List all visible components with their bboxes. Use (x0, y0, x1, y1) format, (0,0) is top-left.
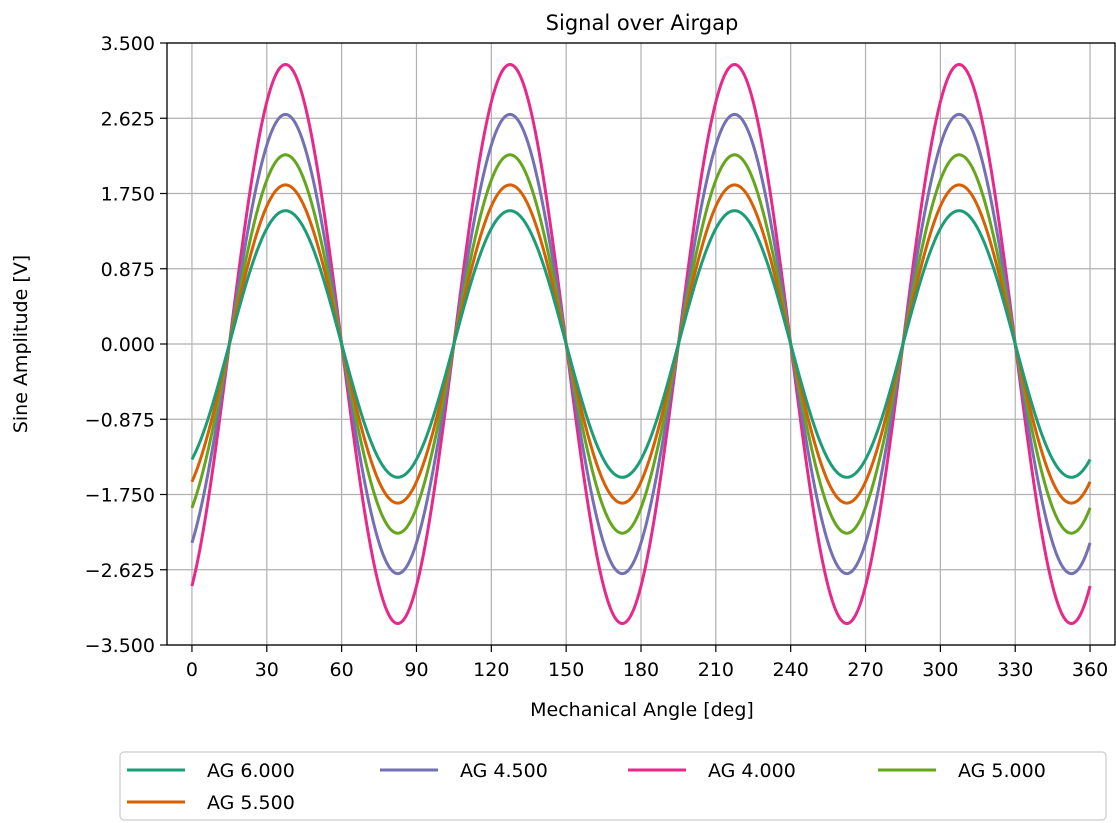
y-tick-label: −1.750 (85, 485, 155, 507)
y-tick-label: 1.750 (101, 184, 155, 206)
legend-label: AG 5.500 (207, 792, 295, 814)
x-tick-label: 180 (623, 659, 659, 681)
x-tick-label: 300 (922, 659, 958, 681)
legend-item: AG 6.000 (127, 760, 295, 782)
x-tick-label: 360 (1072, 659, 1108, 681)
x-tick-label: 240 (773, 659, 809, 681)
y-tick-label: −2.625 (85, 560, 155, 582)
y-tick-label: 3.500 (101, 33, 155, 55)
y-tick-label: 2.625 (101, 108, 155, 130)
x-tick-label: 0 (186, 659, 198, 681)
x-tick-label: 270 (847, 659, 883, 681)
legend-item: AG 4.000 (628, 760, 796, 782)
x-tick-label: 210 (698, 659, 734, 681)
x-tick-label: 330 (997, 659, 1033, 681)
x-tick-label: 30 (255, 659, 279, 681)
y-tick-label: −3.500 (85, 635, 155, 657)
legend-items: AG 6.000 AG 4.500 AG 4.000 AG 5.000 AG 5.500 (127, 760, 1046, 814)
legend-item: AG 5.000 (878, 760, 1046, 782)
legend-item: AG 5.500 (127, 792, 295, 814)
x-tick-label: 150 (548, 659, 584, 681)
legend: AG 6.000 AG 4.500 AG 4.000 AG 5.000 AG 5.500 (119, 751, 1107, 821)
x-tick-label: 120 (473, 659, 509, 681)
legend-item: AG 4.500 (380, 760, 548, 782)
x-axis-label: Mechanical Angle [deg] (530, 699, 754, 721)
legend-label: AG 4.500 (460, 760, 548, 782)
axis-ticks: 0 30 60 90 120 150 180 210 240 270 300 330 360 3.500 2… (85, 33, 1109, 681)
legend-label: AG 5.000 (958, 760, 1046, 782)
y-tick-label: 0.875 (101, 259, 155, 281)
series-lines (190, 63, 1092, 625)
y-axis-label: Sine Amplitude [V] (10, 255, 32, 433)
x-tick-label: 90 (404, 659, 428, 681)
y-tick-label: 0.000 (101, 334, 155, 356)
series-line-ag-6-000 (190, 209, 1092, 479)
y-tick-label: −0.875 (85, 409, 155, 431)
chart-title: Signal over Airgap (546, 11, 739, 35)
legend-label: AG 4.000 (708, 760, 796, 782)
legend-frame (119, 751, 1107, 821)
legend-label: AG 6.000 (207, 760, 295, 782)
x-tick-label: 60 (330, 659, 354, 681)
